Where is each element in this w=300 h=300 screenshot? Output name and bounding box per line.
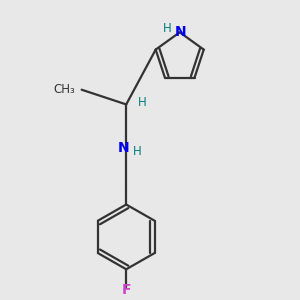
Text: N: N: [175, 25, 186, 39]
Text: CH₃: CH₃: [53, 82, 75, 96]
Text: H: H: [133, 145, 142, 158]
Text: F: F: [122, 284, 131, 298]
Text: H: H: [138, 97, 147, 110]
Text: H: H: [163, 22, 172, 35]
Text: N: N: [117, 141, 129, 155]
